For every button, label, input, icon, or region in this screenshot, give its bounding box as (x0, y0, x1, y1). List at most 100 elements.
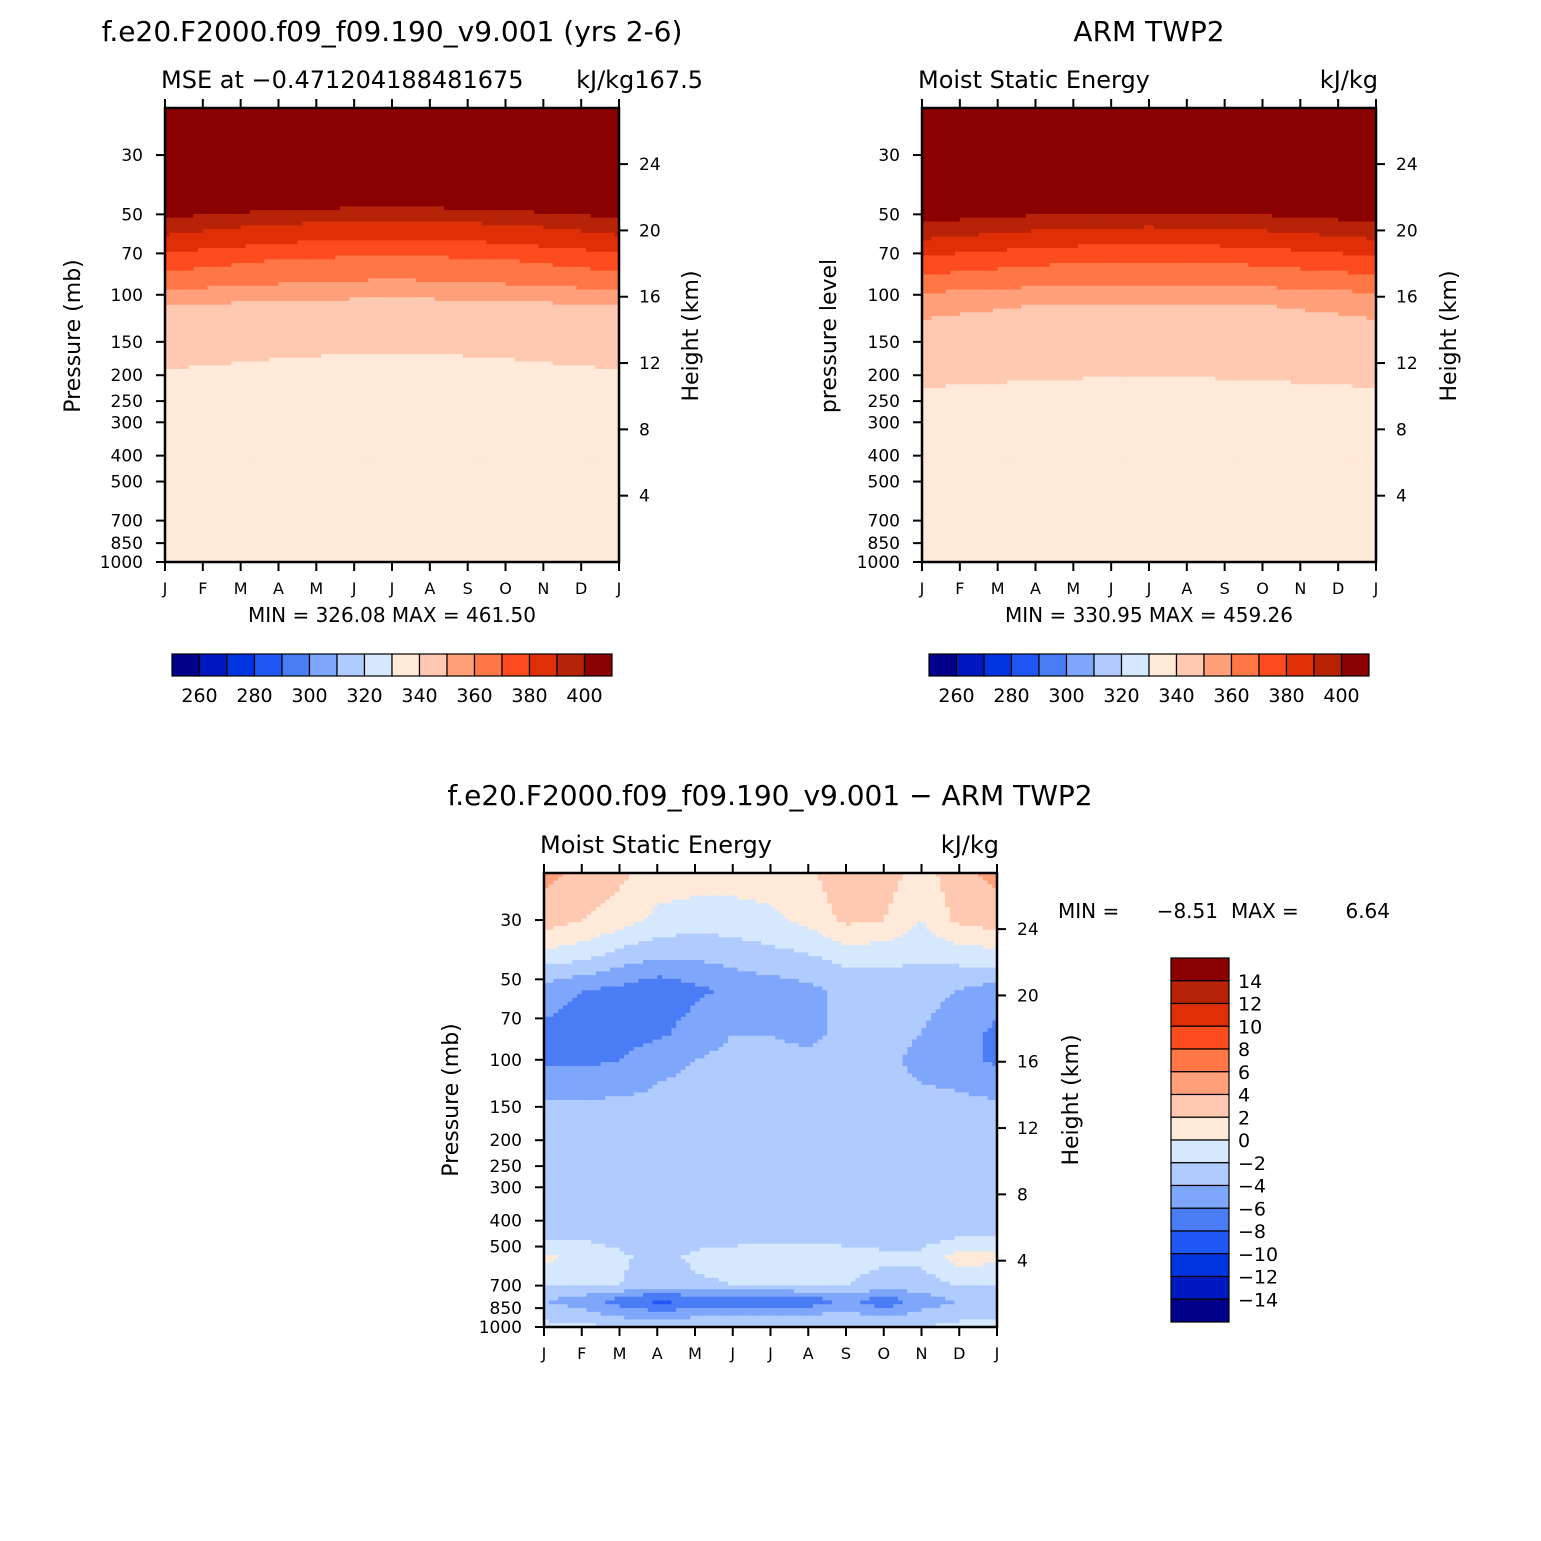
contour-cell (529, 225, 535, 230)
contour-cell (462, 179, 469, 185)
contour-cell (434, 270, 440, 276)
contour-cell (496, 266, 502, 272)
contour-cell (496, 160, 502, 166)
contour-cell (316, 270, 322, 276)
contour-cell (434, 195, 440, 200)
contour-cell (207, 266, 213, 272)
contour-cell (188, 198, 194, 204)
contour-cell (335, 278, 341, 283)
contour-cell (193, 202, 199, 207)
contour-cell (358, 251, 365, 257)
contour-cell (581, 221, 587, 226)
contour-cell (396, 213, 403, 219)
contour-cell (217, 293, 223, 298)
contour-cell (448, 115, 455, 120)
contour-cell (415, 126, 421, 132)
contour-cell (363, 183, 369, 189)
contour-cell (169, 198, 176, 204)
contour-cell (477, 115, 483, 120)
contour-cell (462, 160, 469, 166)
contour-cell (453, 164, 459, 170)
contour-cell (448, 240, 455, 245)
contour-cell (245, 134, 251, 139)
contour-cell (609, 251, 615, 257)
contour-cell (401, 195, 407, 200)
contour-cell (439, 202, 445, 207)
contour-cell (595, 206, 601, 211)
contour-cell (557, 282, 563, 287)
contour-cell (297, 126, 303, 132)
contour-cell (254, 191, 261, 196)
contour-cell (278, 123, 284, 128)
contour-cell (321, 130, 327, 136)
contour-cell (576, 297, 582, 302)
contour-cell (278, 244, 284, 249)
contour-cell (302, 221, 308, 226)
contour-cell (174, 213, 180, 219)
contour-cell (283, 263, 289, 268)
contour-cell (595, 176, 601, 181)
contour-cell (174, 300, 180, 306)
contour-cell (169, 138, 176, 143)
contour-cell (387, 206, 393, 211)
contour-cell (306, 247, 313, 253)
contour-cell (571, 111, 578, 117)
contour-cell (269, 289, 275, 294)
contour-cell (235, 145, 242, 151)
contour-cell (226, 293, 232, 298)
contour-cell (179, 130, 185, 136)
contour-cell (349, 293, 355, 298)
contour-cell (529, 274, 535, 279)
contour-cell (467, 157, 473, 162)
contour-cell (183, 160, 190, 166)
contour-cell (434, 149, 440, 154)
contour-cell (600, 289, 606, 294)
contour-cell (604, 285, 611, 291)
contour-cell (183, 217, 190, 223)
contour-cell (543, 126, 549, 132)
contour-cell (373, 240, 379, 245)
contour-cell (514, 278, 521, 283)
contour-cell (595, 289, 601, 294)
contour-cell (321, 293, 327, 298)
contour-cell (273, 191, 280, 196)
contour-cell (212, 232, 218, 238)
contour-cell (335, 274, 341, 279)
contour-cell (231, 160, 237, 166)
contour-cell (500, 142, 507, 147)
contour-cell (566, 251, 573, 257)
contour-cell (254, 289, 261, 294)
contour-cell (382, 278, 388, 283)
contour-cell (316, 259, 322, 264)
contour-cell (453, 145, 459, 151)
contour-cell (406, 176, 412, 181)
contour-cell (382, 244, 388, 249)
contour-cell (609, 274, 615, 279)
contour-cell (344, 149, 351, 154)
contour-cell (198, 202, 204, 207)
contour-cell (505, 210, 511, 215)
contour-cell (325, 142, 332, 147)
contour-cell (609, 119, 615, 124)
contour-cell (188, 247, 194, 253)
contour-cell (581, 179, 587, 185)
contour-cell (269, 126, 275, 132)
contour-cell (410, 168, 417, 173)
contour-cell (477, 149, 483, 154)
contour-cell (245, 142, 251, 147)
contour-cell (183, 236, 190, 242)
contour-cell (264, 157, 270, 162)
contour-cell (604, 251, 611, 257)
contour-cell (458, 289, 464, 294)
contour-cell (292, 123, 299, 128)
contour-cell (250, 282, 256, 287)
contour-cell (467, 183, 473, 189)
contour-cell (240, 187, 246, 192)
contour-cell (439, 297, 445, 302)
contour-cell (524, 210, 530, 215)
contour-cell (453, 229, 459, 234)
contour-cell (548, 240, 554, 245)
contour-cell (585, 263, 592, 268)
contour-cell (259, 300, 265, 306)
contour-cell (358, 225, 365, 230)
